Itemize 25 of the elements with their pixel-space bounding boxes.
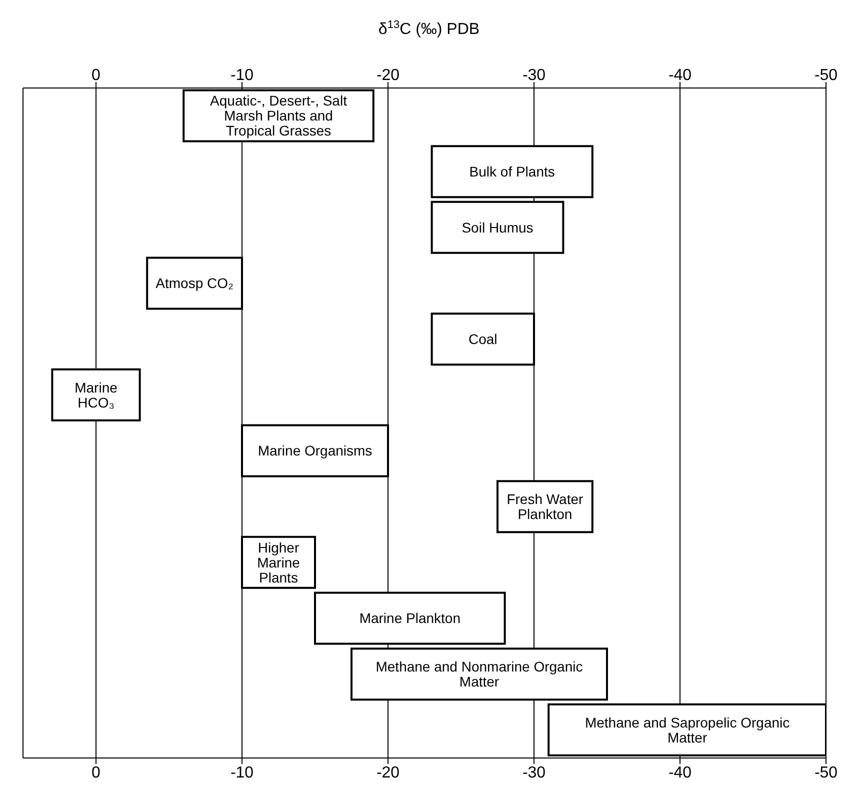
x2-tick-label: -10 — [230, 764, 254, 782]
x2-tick-label: 0 — [92, 764, 101, 782]
x2-tick-label: -30 — [522, 764, 546, 782]
x-tick-label: 0 — [92, 67, 101, 84]
y-tick-label: Methane and Nonmarine Organic Matter — [376, 658, 583, 690]
y-tick-label: Methane and Sapropelic Organic Matter — [584, 714, 790, 746]
y-tick-label: Marine HCO₃ — [74, 379, 118, 410]
x-tick-label: -40 — [668, 67, 692, 84]
y-tick-label: Marine Organisms — [258, 442, 372, 459]
y-tick-label: Bulk of Plants — [469, 164, 555, 180]
y-tick-label: Fresh Water Plankton — [506, 491, 584, 522]
x2-tick-label: -40 — [668, 764, 692, 782]
x2-tick-label: -20 — [376, 764, 400, 782]
y-tick-label: Higher Marine Plants — [257, 539, 300, 586]
x-tick-label: -20 — [376, 67, 400, 84]
y-tick-label: Soil Humus — [462, 219, 534, 236]
y-tick-label: Aquatic-, Desert-, Salt Marsh Plants and Tropical Grasses — [210, 92, 348, 139]
x2-tick-label: -50 — [814, 764, 838, 782]
y-tick-label: Atmosp CO₂ — [156, 275, 234, 292]
x-tick-label: -50 — [814, 67, 838, 84]
y-tick-label: Coal — [468, 331, 498, 348]
chart-title: δ$^{13}$C (‰) PDB — [378, 19, 480, 38]
x-tick-label: -30 — [522, 67, 546, 84]
y-tick-label: Marine Plankton — [359, 610, 460, 626]
x-tick-label: -10 — [230, 67, 254, 84]
